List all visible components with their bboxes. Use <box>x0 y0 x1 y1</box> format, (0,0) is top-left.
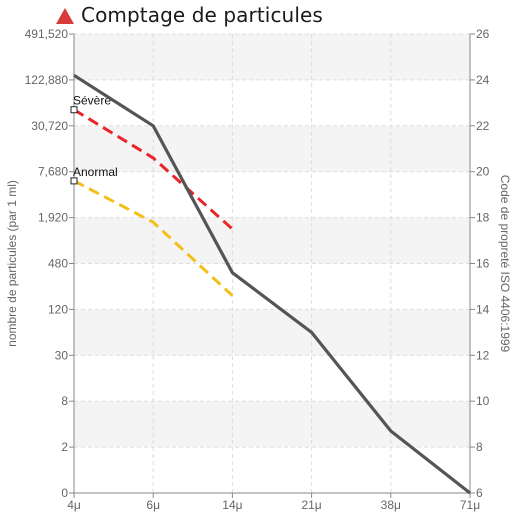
y-left-tick-label: 480 <box>48 257 68 271</box>
grid-band <box>74 401 470 448</box>
grid-band <box>74 34 470 80</box>
threshold-marker <box>70 106 78 114</box>
y-left-tick-label: 30 <box>55 348 69 362</box>
threshold-label: Sévère <box>73 94 111 108</box>
y-right-tick-label: 14 <box>476 302 490 316</box>
grid-band <box>74 309 470 356</box>
y-left-tick-label: 491,520 <box>25 27 69 41</box>
threshold-marker <box>70 177 78 185</box>
y-right-tick-label: 6 <box>476 486 483 500</box>
y-left-tick-label: 30,720 <box>31 119 68 133</box>
chart-header: Comptage de particules <box>56 2 323 28</box>
y-left-tick-label: 8 <box>61 394 68 408</box>
y-right-tick-label: 20 <box>476 165 490 179</box>
y-left-tick-label: 120 <box>48 302 68 316</box>
grid-band <box>74 79 470 126</box>
x-tick-label: 38μ <box>381 498 401 512</box>
grid-band <box>74 217 470 264</box>
grid-band <box>74 355 470 402</box>
y-right-tick-label: 18 <box>476 211 490 225</box>
grid-band <box>74 447 470 493</box>
series-line-measured <box>73 73 471 495</box>
x-tick-label: 14μ <box>222 498 242 512</box>
y-right-tick-label: 24 <box>476 73 490 87</box>
threshold-label: Anormal <box>73 165 118 179</box>
y-axis-right-title: Code de propreté ISO 4406:1999 <box>498 175 512 353</box>
series-line-anormal <box>73 179 234 297</box>
grid-band <box>74 125 470 172</box>
y-axis-left-title: nombre de particules (par 1 ml) <box>5 180 19 347</box>
y-left-tick-label: 122,880 <box>25 73 69 87</box>
y-right-tick-label: 22 <box>476 119 490 133</box>
x-tick-label: 4μ <box>67 498 81 512</box>
y-left-tick-label: 1,920 <box>38 211 68 225</box>
y-right-tick-label: 8 <box>476 440 483 454</box>
y-left-tick-label: 0 <box>61 486 68 500</box>
x-tick-label: 71μ <box>460 498 480 512</box>
y-right-tick-label: 16 <box>476 257 490 271</box>
y-right-tick-label: 26 <box>476 27 490 41</box>
y-left-tick-label: 2 <box>61 440 68 454</box>
y-right-tick-label: 12 <box>476 348 490 362</box>
x-tick-label: 6μ <box>146 498 160 512</box>
grid-band <box>74 171 470 218</box>
warning-triangle-icon <box>56 7 74 24</box>
chart-title: Comptage de particules <box>81 3 323 27</box>
x-tick-label: 21μ <box>301 498 321 512</box>
series-line-severe <box>73 108 234 231</box>
y-left-tick-label: 7,680 <box>38 165 68 179</box>
y-right-tick-label: 10 <box>476 394 490 408</box>
